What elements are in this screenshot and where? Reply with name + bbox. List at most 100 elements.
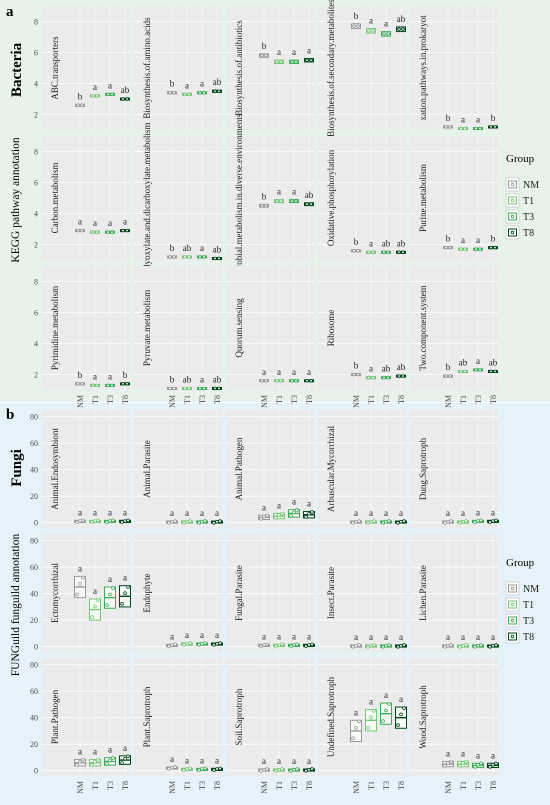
facet-ectomycorrhizal: 0 20 40 60 80 Ectomycorrhizal a a a a [30, 534, 131, 652]
data-point [126, 754, 130, 759]
legend-item-t1: T1 [505, 193, 534, 208]
legend-label: T1 [523, 600, 534, 611]
data-point [401, 250, 405, 254]
data-point [212, 642, 216, 647]
significance-letter: a [108, 745, 112, 755]
data-point [123, 591, 127, 595]
data-point [90, 520, 94, 524]
data-point [464, 519, 468, 523]
significance-letter: a [461, 235, 465, 245]
data-point [474, 368, 478, 372]
data-point [381, 520, 385, 525]
significance-letter: ab [382, 364, 391, 374]
significance-letter: b [446, 113, 451, 123]
data-point [259, 768, 263, 773]
facet-plant-saprotroph: Plant.Saprotroph a NM a T1 a T3 a T8 [134, 658, 223, 794]
facet-title: ABC.transporters [50, 36, 60, 100]
data-point [279, 60, 283, 64]
significance-letter: a [262, 756, 266, 766]
data-point [357, 719, 361, 724]
data-point [402, 706, 406, 710]
data-point [448, 125, 452, 129]
data-point [294, 379, 298, 383]
significance-letter: a [108, 218, 112, 228]
data-point [458, 764, 462, 768]
data-point [202, 91, 206, 95]
data-point [494, 761, 498, 766]
significance-letter: a [108, 80, 112, 90]
data-point [182, 768, 186, 772]
significance-letter: a [123, 573, 127, 583]
data-point [93, 604, 97, 609]
x-tick-label: T3 [474, 781, 483, 790]
panel-a-ylabel: KEGG pathway annotation [10, 137, 22, 262]
data-point [262, 643, 266, 647]
facet-title: Carbon.metabolism [50, 163, 60, 234]
data-point [367, 375, 371, 380]
data-point [212, 520, 216, 525]
facet-biosynthesis-of-secondary-metabolites: Biosynthesis.of.secondary.metabolites b a a… [318, 0, 406, 137]
facet-undefined-saprotroph: Undefined.Saprotroph a NM a T1 a T3 a T8 [318, 658, 407, 794]
data-point [173, 519, 177, 523]
data-point [461, 761, 465, 766]
facet-plot-area [134, 658, 222, 776]
facet-animal-pathogen: Animal.Pathogen a a a a [226, 410, 315, 528]
legend-item-nm: NM [505, 177, 539, 192]
data-point [351, 644, 355, 649]
data-point [167, 644, 171, 648]
data-point [384, 643, 388, 648]
data-point [289, 514, 293, 518]
facet-plot-area [410, 534, 498, 652]
facet-plot-area [226, 410, 314, 528]
data-point [80, 228, 84, 233]
significance-letter: a [262, 367, 266, 377]
data-point [493, 245, 497, 250]
data-point [173, 765, 177, 769]
facet-arbuscular-mycorrhizal: Arbuscular.Mycorrhizal a a a a [318, 410, 407, 528]
significance-letter: a [369, 16, 373, 26]
x-tick-label: NM [168, 781, 177, 794]
x-tick-label: T3 [106, 395, 115, 404]
data-point [95, 383, 99, 388]
data-point [183, 92, 187, 97]
data-point [264, 204, 268, 208]
legend-label: NM [523, 584, 539, 595]
data-point [167, 766, 171, 771]
data-point [366, 725, 370, 730]
significance-letter: a [461, 508, 465, 518]
data-point [491, 519, 495, 523]
x-tick-label: T8 [397, 781, 406, 790]
data-point [188, 766, 192, 771]
facet-title: Wood.Saprotroph [418, 685, 428, 749]
data-point [111, 756, 115, 760]
data-point [295, 642, 299, 647]
data-point [387, 519, 391, 523]
data-point [90, 763, 94, 767]
data-point [491, 643, 495, 648]
facet-plot-area [134, 266, 222, 390]
data-point [218, 641, 222, 645]
significance-letter: ab [213, 375, 222, 385]
x-tick-label: T8 [213, 781, 222, 790]
significance-letter: a [123, 743, 127, 753]
legend-point-swatch [510, 214, 515, 219]
facet-plot-area [410, 658, 498, 776]
legend-label: T8 [523, 228, 534, 239]
data-point [203, 519, 207, 523]
data-point [444, 125, 448, 129]
data-point [458, 644, 462, 649]
x-tick-label: T3 [198, 395, 207, 404]
significance-letter: a [185, 508, 189, 518]
significance-letter: a [170, 754, 174, 764]
facet-pyrimidine-metabolism: 2 4 6 8 Pyrimidine.metabolism b NM a T1 a T3 b T8 [34, 266, 130, 408]
significance-letter: a [292, 631, 296, 641]
significance-letter: a [200, 79, 204, 89]
significance-letter: a [307, 631, 311, 641]
data-point [173, 642, 177, 647]
legend-items: NM T1 T3 T8 [505, 581, 539, 644]
y-tick-label: 80 [30, 413, 38, 422]
x-tick-label: T1 [275, 395, 284, 404]
facet-title: Pyruvate.metabolism [142, 290, 152, 366]
significance-letter: b [170, 375, 175, 385]
x-tick-label: NM [76, 395, 85, 408]
